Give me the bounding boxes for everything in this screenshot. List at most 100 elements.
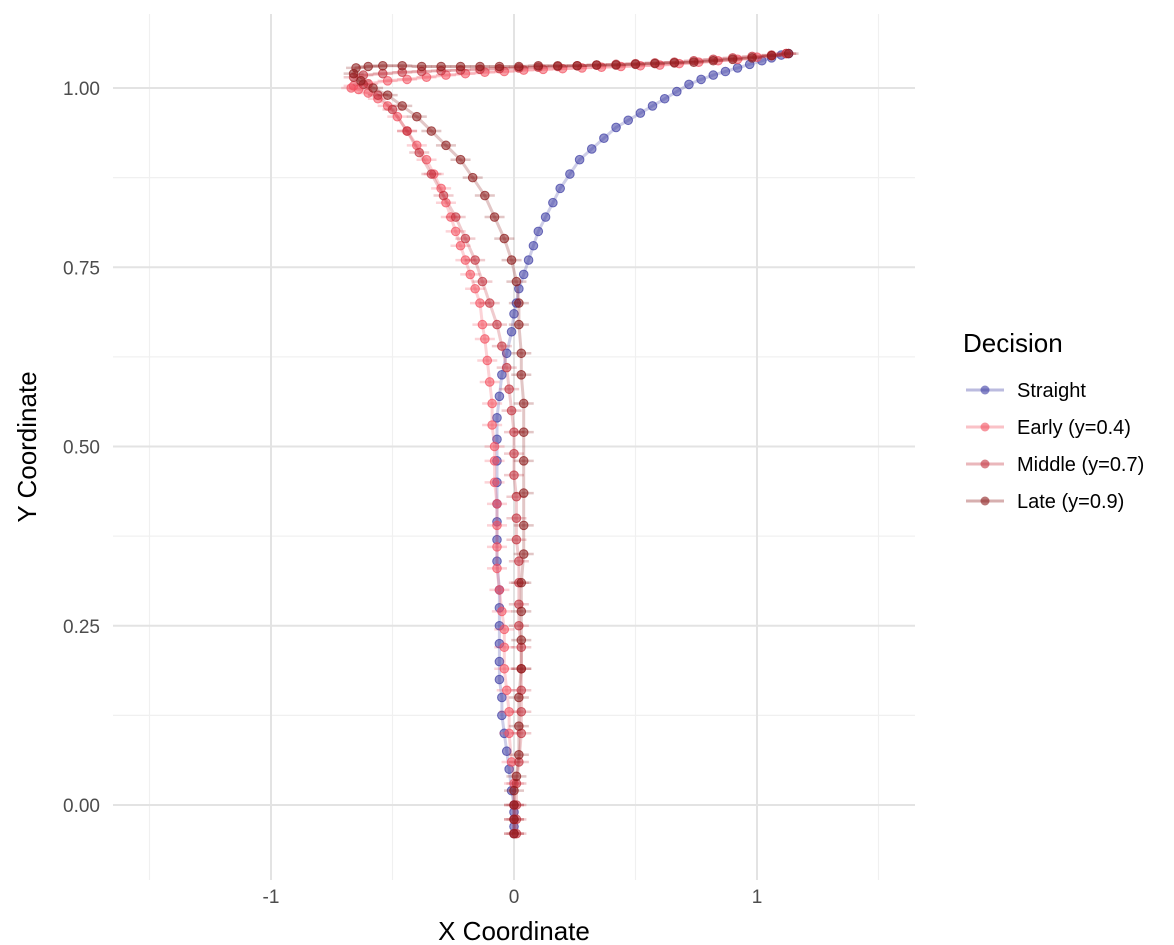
data-point: [426, 126, 437, 136]
data-point: [450, 212, 461, 222]
y-tick-label: 0.00: [63, 796, 100, 817]
legend-entry: Early (y=0.4): [966, 417, 1131, 439]
y-tick-label: 0.75: [63, 258, 100, 279]
data-point: [540, 212, 551, 222]
data-point: [377, 68, 388, 79]
data-point: [518, 520, 529, 531]
data-point: [438, 190, 449, 201]
data-point: [572, 60, 582, 71]
data-point: [514, 319, 524, 330]
data-point: [509, 814, 519, 825]
data-point: [516, 663, 527, 674]
data-point: [382, 76, 393, 86]
legend-entry: Late (y=0.9): [966, 491, 1124, 513]
data-point: [599, 133, 609, 143]
data-point: [397, 60, 408, 71]
data-point: [514, 556, 524, 567]
data-point: [421, 154, 432, 165]
data-point: [436, 61, 446, 72]
series-line: [495, 52, 789, 834]
data-point: [516, 706, 527, 717]
data-point: [672, 86, 682, 97]
data-point: [504, 384, 514, 394]
data-point: [455, 154, 466, 165]
data-point: [514, 620, 524, 631]
x-tick-label: -1: [263, 887, 280, 908]
data-point: [747, 53, 757, 63]
data-point: [501, 348, 512, 359]
data-point: [387, 104, 398, 115]
data-point: [727, 54, 738, 65]
data-point: [494, 674, 505, 685]
plot-area: [341, 48, 799, 839]
data-point: [516, 370, 527, 380]
y-tick-label: 0.25: [63, 617, 100, 638]
data-point: [397, 101, 408, 111]
data-point: [647, 101, 658, 111]
data-point: [516, 635, 527, 645]
legend-label: Early (y=0.4): [1017, 417, 1131, 439]
series-1: [492, 48, 794, 839]
data-point: [720, 66, 731, 77]
y-tick-label: 1.00: [63, 79, 100, 100]
data-point: [492, 319, 502, 330]
data-point: [441, 140, 451, 151]
data-point: [611, 60, 621, 70]
data-point: [555, 183, 565, 194]
data-point: [506, 405, 517, 416]
data-point: [373, 90, 383, 100]
data-point: [489, 456, 500, 466]
data-point: [356, 76, 366, 86]
data-point: [514, 692, 524, 703]
data-point: [480, 190, 490, 201]
data-point: [475, 298, 485, 308]
data-point: [501, 685, 512, 696]
data-point: [509, 427, 519, 437]
legend-entry: Straight: [966, 380, 1086, 402]
data-point: [516, 606, 527, 617]
data-point: [392, 111, 403, 122]
data-point: [766, 50, 777, 61]
data-point: [586, 144, 597, 154]
data-point: [518, 269, 529, 280]
data-point: [533, 226, 544, 237]
data-point: [518, 549, 529, 559]
data-point: [412, 111, 422, 122]
series-2: [341, 48, 797, 839]
data-point: [684, 79, 694, 90]
data-point: [460, 255, 471, 265]
data-point: [650, 58, 660, 69]
data-point: [708, 55, 719, 66]
data-point: [455, 240, 466, 251]
data-point: [494, 585, 505, 595]
legend-label: Straight: [1017, 380, 1086, 402]
data-point: [477, 319, 488, 330]
data-point: [484, 377, 495, 387]
y-tick-label: 0.50: [63, 438, 100, 459]
data-point: [689, 57, 699, 67]
y-axis-tick-labels: 0.00 0.25 0.50 0.75 1.00: [63, 79, 100, 817]
data-point: [470, 283, 480, 294]
data-point: [467, 172, 478, 183]
legend-entry: Middle (y=0.7): [966, 454, 1144, 476]
data-point: [402, 74, 412, 85]
data-point: [514, 61, 524, 72]
data-point: [732, 63, 743, 73]
series-3: [343, 48, 797, 839]
legend-key-point: [980, 459, 990, 469]
data-point: [477, 276, 488, 287]
data-point: [484, 298, 495, 308]
data-point: [518, 398, 529, 409]
legend-title: Decision: [963, 328, 1063, 358]
data-point: [552, 60, 563, 71]
data-point: [511, 513, 522, 524]
data-point: [511, 771, 522, 782]
x-tick-label: 0: [509, 887, 520, 908]
data-point: [509, 785, 519, 796]
data-point: [509, 828, 519, 839]
data-point: [499, 624, 510, 635]
data-point: [494, 656, 505, 667]
data-point: [518, 427, 529, 437]
data-point: [509, 448, 519, 459]
